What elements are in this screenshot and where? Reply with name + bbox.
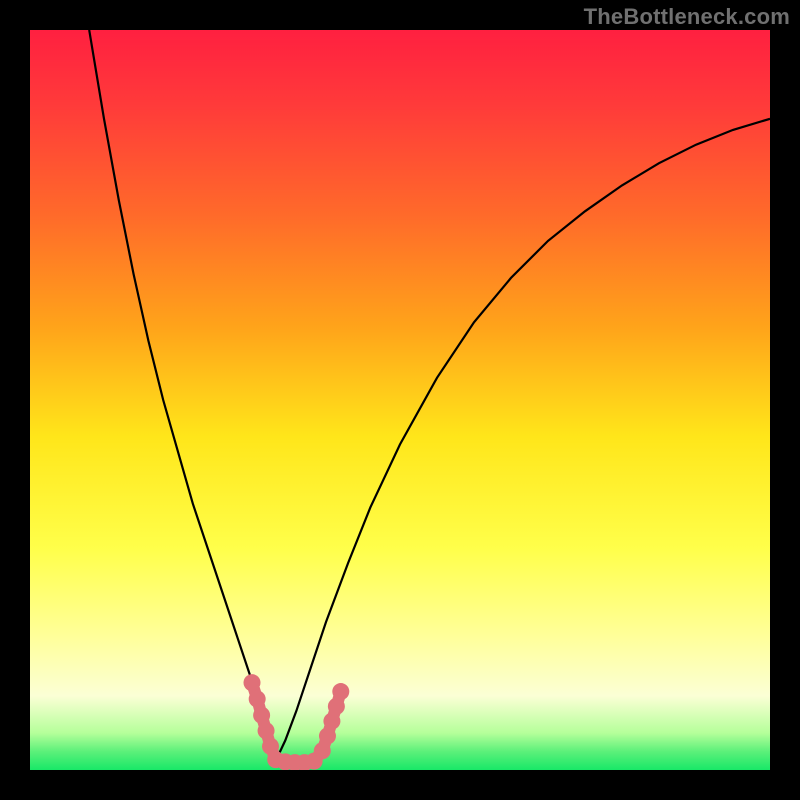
marker-bead bbox=[244, 674, 261, 691]
marker-bead bbox=[328, 698, 345, 715]
marker-bead bbox=[319, 727, 336, 744]
marker-bead bbox=[314, 742, 331, 759]
watermark-text: TheBottleneck.com bbox=[584, 4, 790, 30]
gradient-background bbox=[30, 30, 770, 770]
marker-bead bbox=[253, 707, 270, 724]
marker-bead bbox=[249, 690, 266, 707]
plot-area bbox=[30, 30, 770, 770]
marker-bead bbox=[258, 722, 275, 739]
plot-svg bbox=[30, 30, 770, 770]
marker-bead bbox=[332, 683, 349, 700]
marker-bead bbox=[323, 713, 340, 730]
